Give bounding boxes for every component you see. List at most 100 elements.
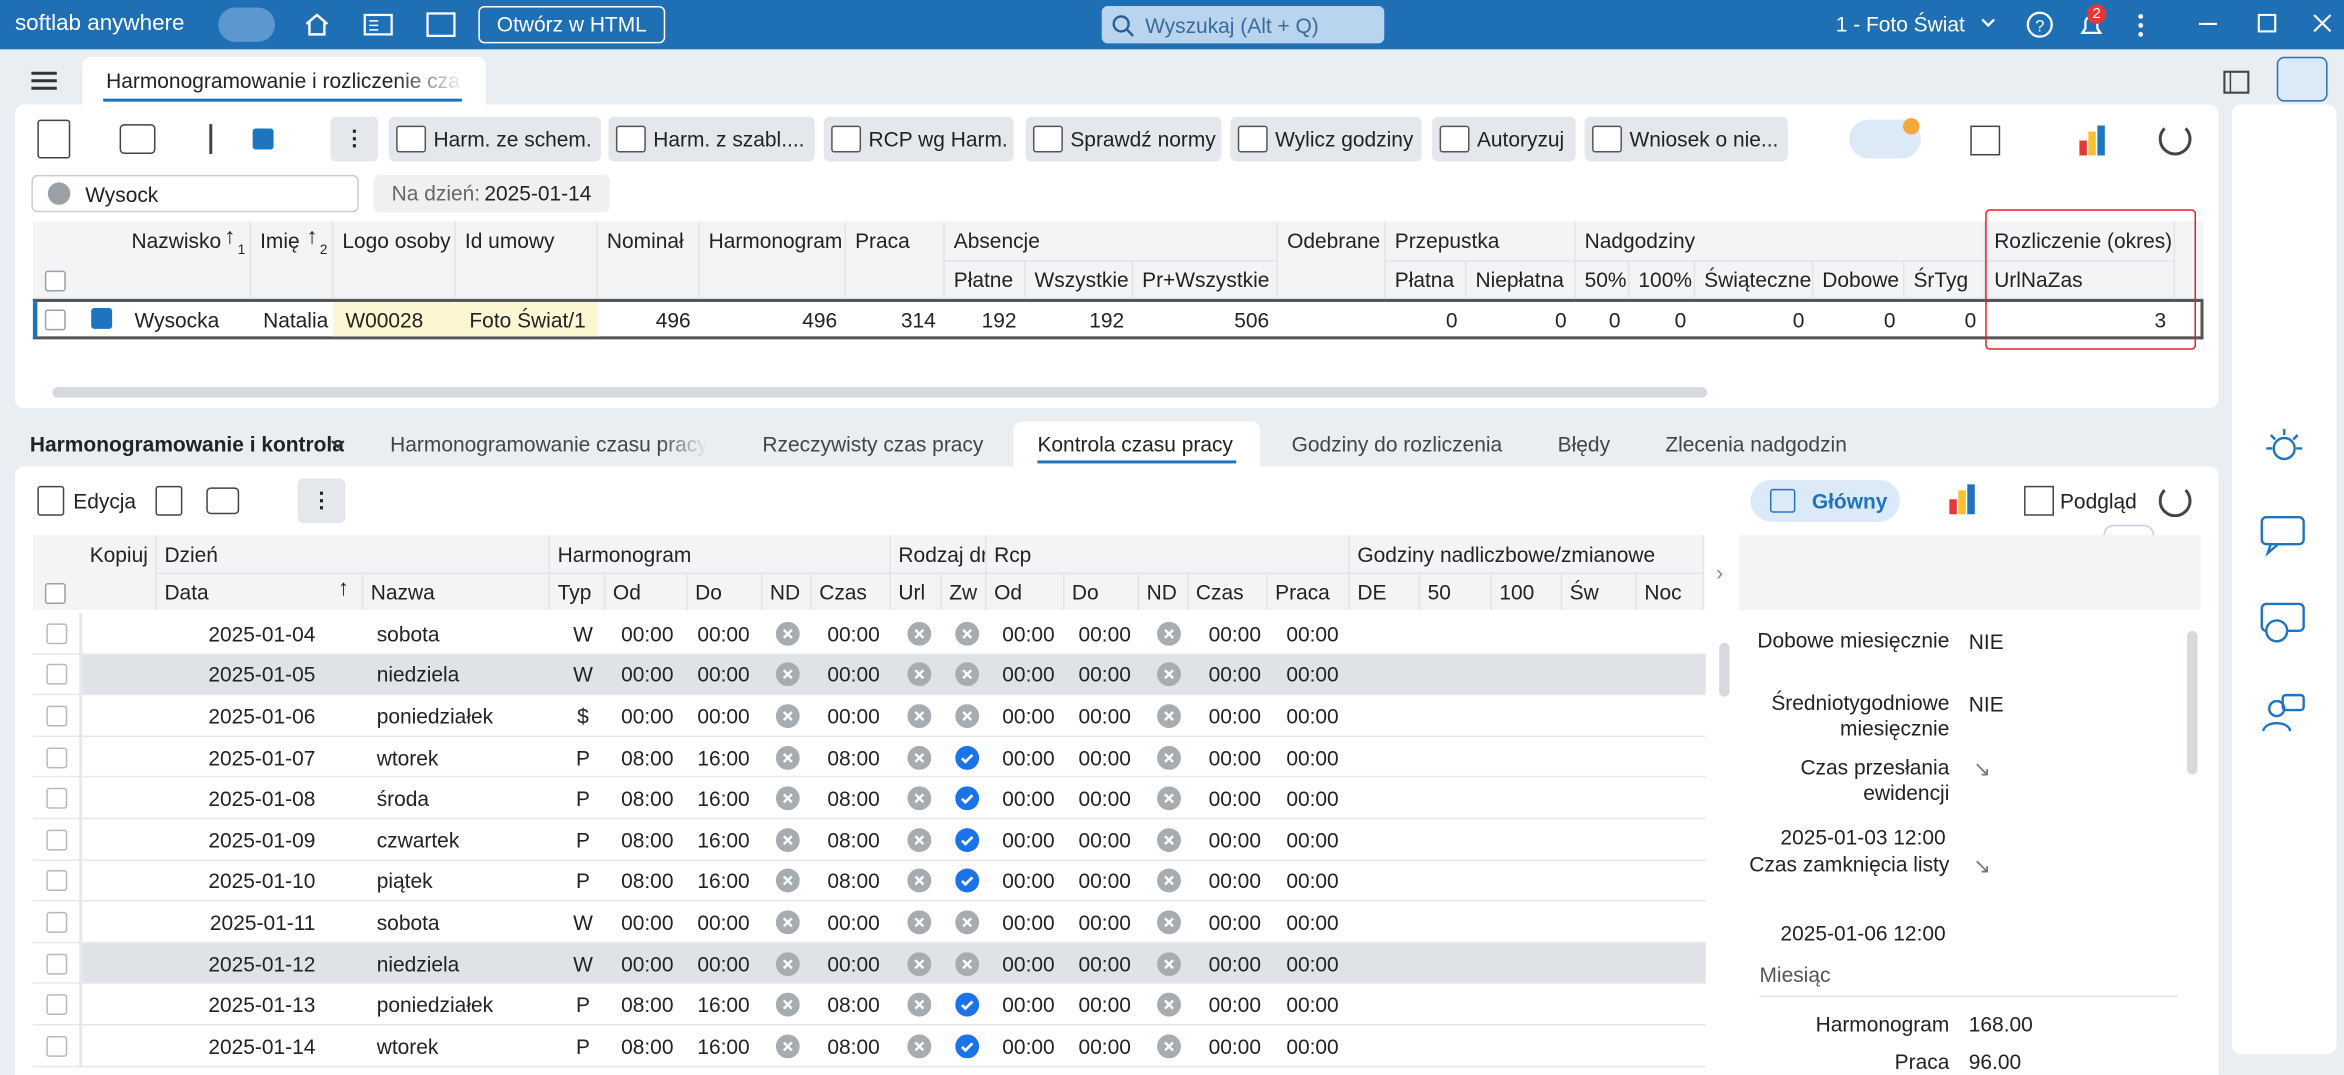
checkbox[interactable] bbox=[46, 788, 68, 810]
tab[interactable]: Kontrola czasu pracy bbox=[1037, 432, 1233, 456]
chart-icon[interactable] bbox=[1958, 490, 1966, 515]
more-icon[interactable] bbox=[2135, 12, 2147, 39]
chart-icon[interactable] bbox=[2079, 140, 2087, 156]
checkbox[interactable] bbox=[44, 583, 66, 604]
column-header: Typ bbox=[550, 572, 606, 610]
cross-icon bbox=[955, 662, 980, 687]
chart-icon[interactable] bbox=[1949, 499, 1957, 515]
company-select[interactable]: 1 - Foto Świat bbox=[1835, 11, 1965, 36]
row-stub bbox=[79, 901, 83, 943]
checkbox[interactable] bbox=[44, 270, 66, 292]
row-stub bbox=[79, 695, 83, 737]
bc-icon[interactable] bbox=[426, 12, 456, 37]
tab-underline bbox=[103, 98, 462, 102]
doc-icon[interactable] bbox=[363, 12, 393, 37]
section-select[interactable]: Harmonogramowanie i kontrola bbox=[29, 432, 344, 456]
sort-order: 2 bbox=[319, 242, 328, 258]
delete-icon[interactable] bbox=[155, 485, 183, 516]
more-button[interactable]: ⋮ bbox=[297, 478, 346, 524]
preview-button[interactable]: Podgląd bbox=[2059, 488, 2137, 513]
column-header: Od bbox=[605, 572, 688, 610]
header-bg bbox=[32, 221, 2204, 299]
share-button[interactable] bbox=[2276, 56, 2328, 102]
print-icon[interactable] bbox=[206, 487, 240, 515]
rcp-time: 00:00 bbox=[1208, 745, 1261, 770]
toolbar-button[interactable]: Sprawdź normy bbox=[1025, 116, 1222, 162]
color-icon[interactable] bbox=[252, 128, 274, 150]
chart-icon[interactable] bbox=[2097, 125, 2105, 156]
tab[interactable]: Harmonogramowanie czasu pracy bbox=[390, 432, 708, 456]
row-stub bbox=[79, 654, 83, 696]
search-box[interactable]: Wyszukaj (Alt + Q) bbox=[1101, 5, 1385, 44]
report-icon[interactable] bbox=[37, 119, 71, 159]
expand-arrow: › bbox=[1716, 560, 1724, 585]
help-chat-icon[interactable] bbox=[2259, 601, 2307, 646]
rcp-to: 00:00 bbox=[1078, 662, 1131, 687]
cross-icon bbox=[1157, 662, 1181, 687]
checkbox[interactable] bbox=[46, 1035, 68, 1057]
checkbox[interactable] bbox=[44, 309, 66, 331]
checkbox[interactable] bbox=[46, 829, 68, 851]
checkbox[interactable] bbox=[46, 664, 68, 686]
filter-box[interactable]: Wysock bbox=[31, 174, 359, 213]
checkbox[interactable] bbox=[46, 623, 68, 644]
window-controls[interactable] bbox=[2198, 12, 2333, 36]
toolbar-button[interactable]: Autoryzuj bbox=[1432, 116, 1576, 162]
tab[interactable]: Rzeczywisty czas pracy bbox=[762, 432, 984, 456]
row-highlight bbox=[82, 654, 1706, 696]
flag-icon[interactable] bbox=[209, 124, 236, 154]
date: 2025-01-04 bbox=[208, 621, 316, 646]
to: 16:00 bbox=[697, 992, 750, 1017]
sort-arrow: ↑ bbox=[224, 224, 236, 250]
idea-icon[interactable] bbox=[2262, 426, 2307, 471]
cell: 3 bbox=[2154, 307, 2167, 332]
app-name: softlab anywhere bbox=[14, 10, 185, 36]
date-box[interactable]: Na dzień: 2025-01-14 bbox=[373, 174, 610, 213]
view-button[interactable]: Główny bbox=[1750, 479, 1901, 522]
checkbox[interactable] bbox=[46, 953, 68, 975]
cross-icon bbox=[907, 869, 932, 894]
reload-icon[interactable] bbox=[2158, 122, 2192, 156]
cross-icon bbox=[1157, 869, 1181, 894]
sort-arrow: ↑ bbox=[306, 224, 318, 250]
tab[interactable]: Zlecenia nadgodzin bbox=[1665, 432, 1847, 456]
cell: 0 bbox=[1554, 307, 1567, 332]
chat-icon[interactable] bbox=[2259, 514, 2307, 559]
edit-button[interactable]: Edycja bbox=[73, 488, 137, 513]
checkbox[interactable] bbox=[46, 705, 68, 727]
tab[interactable]: Błędy bbox=[1557, 432, 1611, 456]
open-html-button[interactable]: Otwórz w HTML bbox=[478, 5, 666, 44]
checkbox[interactable] bbox=[46, 870, 68, 892]
rcp-from: 00:00 bbox=[1002, 1034, 1055, 1059]
home-icon[interactable] bbox=[303, 12, 330, 37]
contact-icon[interactable] bbox=[2259, 691, 2307, 736]
print-icon[interactable] bbox=[119, 124, 156, 154]
toolbar-button[interactable]: RCP wg Harm. bbox=[823, 116, 1014, 162]
chart-icon[interactable] bbox=[1967, 484, 1975, 515]
tab[interactable]: Godziny do rozliczenia bbox=[1291, 432, 1503, 456]
toolbar-button[interactable]: Harm. ze schem. bbox=[388, 116, 601, 162]
toolbar-button[interactable]: Harm. z szabl.... bbox=[608, 116, 815, 162]
date: 2025-01-09 bbox=[208, 827, 316, 852]
export-icon[interactable] bbox=[1970, 125, 2001, 156]
cross-icon bbox=[775, 827, 800, 852]
toolbar-button[interactable]: Wylicz godziny bbox=[1230, 116, 1422, 162]
checkbox[interactable] bbox=[46, 911, 68, 933]
to: 16:00 bbox=[697, 827, 750, 852]
apps-icon[interactable] bbox=[218, 7, 276, 42]
more-button[interactable]: ⋮ bbox=[330, 116, 379, 162]
checkbox[interactable] bbox=[46, 994, 68, 1016]
edit-icon[interactable] bbox=[37, 485, 65, 516]
cell: 192 bbox=[1089, 307, 1125, 332]
preview-icon[interactable] bbox=[2024, 485, 2054, 516]
panel-icon[interactable] bbox=[2221, 69, 2251, 96]
reload-icon[interactable] bbox=[2158, 484, 2192, 518]
menu-icon[interactable] bbox=[30, 69, 60, 93]
document-tab[interactable]: Harmonogramowanie i rozliczenie cza bbox=[82, 56, 486, 105]
checkbox[interactable] bbox=[46, 746, 68, 768]
help-icon[interactable]: ? bbox=[2026, 10, 2054, 38]
time: 00:00 bbox=[827, 662, 880, 687]
chart-icon[interactable] bbox=[2088, 131, 2096, 156]
toolbar-button[interactable]: Wniosek o nie... bbox=[1584, 116, 1788, 162]
column-header: Imię bbox=[251, 221, 334, 299]
